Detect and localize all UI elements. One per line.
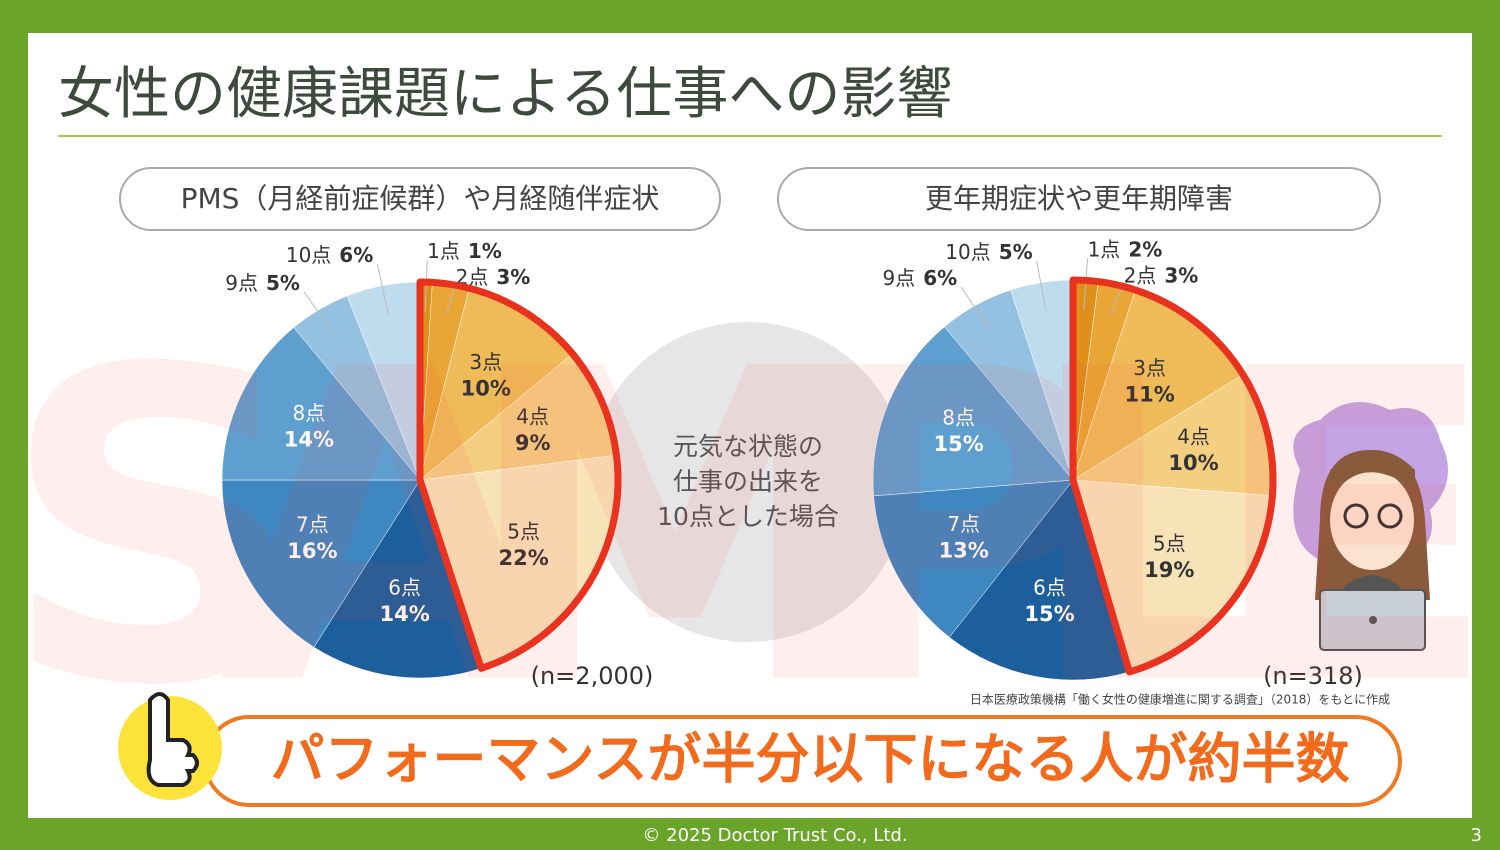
- slice-category: 3点: [469, 350, 502, 374]
- leader-line: [424, 260, 428, 312]
- slice-label: 1点 2%: [1088, 237, 1163, 261]
- footer: © 2025 Doctor Trust Co., Ltd.: [642, 825, 907, 846]
- slice-label: 9点 6%: [882, 266, 957, 290]
- slice-label: 1点 1%: [427, 239, 502, 263]
- leader-line: [1083, 258, 1089, 311]
- slice-value-label: 10%: [1168, 451, 1218, 475]
- slice-value-label: 15%: [1024, 602, 1074, 626]
- pie-slice: [873, 479, 1074, 638]
- pie-slice: [313, 479, 482, 679]
- leader-line: [1036, 260, 1047, 313]
- slice-value-label: 5%: [266, 270, 300, 294]
- slice-category: 8点: [942, 406, 975, 430]
- slice-category: 7点: [947, 512, 980, 536]
- slice-value-label: 16%: [287, 539, 337, 563]
- slice-value-label: 2%: [1128, 237, 1162, 261]
- slice-category: 8点: [293, 401, 326, 425]
- leader-line: [376, 263, 389, 315]
- slice-category: 1点: [427, 239, 460, 263]
- slice-value-label: 13%: [939, 539, 989, 563]
- center-text: 元気な状態の: [673, 432, 823, 461]
- pies: PMS（月経前症候群）や月経随伴症状(n=2,000)1点 1%2点 3%3点10%…: [181, 182, 1363, 690]
- center-text: 仕事の出来を: [673, 467, 823, 496]
- slice-category: 3点: [1133, 356, 1166, 380]
- slice-value-label: 14%: [284, 428, 334, 452]
- slice-category: 5点: [1153, 532, 1186, 556]
- slice-value-label: 11%: [1125, 383, 1175, 407]
- chart-subtitle: (n=318): [1263, 662, 1363, 690]
- banner-text: パフォーマンスが半分以下になる人が約半数: [271, 728, 1350, 791]
- slice-category: 10点: [945, 239, 990, 263]
- slice-category: 2点: [1124, 263, 1157, 287]
- slice-category: 7点: [296, 513, 329, 537]
- slice-label: 9点 5%: [225, 270, 300, 294]
- page-number: 3: [1471, 825, 1482, 846]
- pie-slice: [872, 326, 1074, 497]
- center-text: 10点とした場合: [657, 502, 839, 531]
- slice-category: 5点: [507, 519, 540, 543]
- slice-value-label: 5%: [999, 239, 1033, 263]
- slice-category: 9点: [225, 270, 258, 294]
- slice-label: 10点 6%: [286, 243, 373, 267]
- slice-category: 1点: [1088, 237, 1121, 261]
- slice-label: 2点 3%: [456, 265, 531, 289]
- slice-value-label: 19%: [1144, 558, 1194, 582]
- slice-category: 4点: [1177, 424, 1210, 448]
- chart-title: PMS（月経前症候群）や月経随伴症状: [181, 182, 660, 215]
- slice-value-label: 6%: [923, 266, 957, 290]
- slice-value-label: 15%: [933, 432, 983, 456]
- slice-category: 10点: [286, 243, 331, 267]
- slice-category: 6点: [388, 575, 421, 599]
- chart-subtitle: (n=2,000): [531, 662, 654, 690]
- slice-category: 6点: [1033, 575, 1066, 599]
- slice-value-label: 3%: [1164, 263, 1198, 287]
- slice-value-label: 6%: [339, 243, 373, 267]
- highlight-outline: [1069, 276, 1277, 676]
- chart-title: 更年期症状や更年期障害: [925, 182, 1233, 215]
- hand-icon: [146, 692, 199, 787]
- slice-label: 2点 3%: [1124, 263, 1199, 287]
- slice-value-label: 14%: [379, 602, 429, 626]
- slice-category: 4点: [516, 405, 549, 429]
- pie-slice: [221, 479, 421, 648]
- slice-value-label: 22%: [499, 546, 549, 570]
- header-pill: [777, 167, 1381, 231]
- pie-slice: [221, 327, 421, 481]
- header-pill: [119, 167, 721, 231]
- slide-title: 女性の健康課題による仕事への影響: [58, 62, 952, 127]
- person-illustration: [1293, 402, 1448, 651]
- slice-label: 10点 5%: [945, 239, 1032, 263]
- highlight-outline: [416, 278, 622, 672]
- source-note: 日本医療政策機構「働く女性の健康増進に関する調査」（2018）をもとに作成: [970, 692, 1390, 707]
- center-circle: [588, 322, 908, 642]
- slice-value-label: 3%: [496, 265, 530, 289]
- slice-category: 9点: [882, 266, 915, 290]
- slice-value-label: 1%: [468, 239, 502, 263]
- leader-line: [303, 291, 335, 336]
- slice-value-label: 10%: [461, 376, 511, 400]
- slice-value-label: 9%: [515, 431, 551, 455]
- leader-line: [960, 286, 991, 332]
- leader-line: [445, 285, 457, 314]
